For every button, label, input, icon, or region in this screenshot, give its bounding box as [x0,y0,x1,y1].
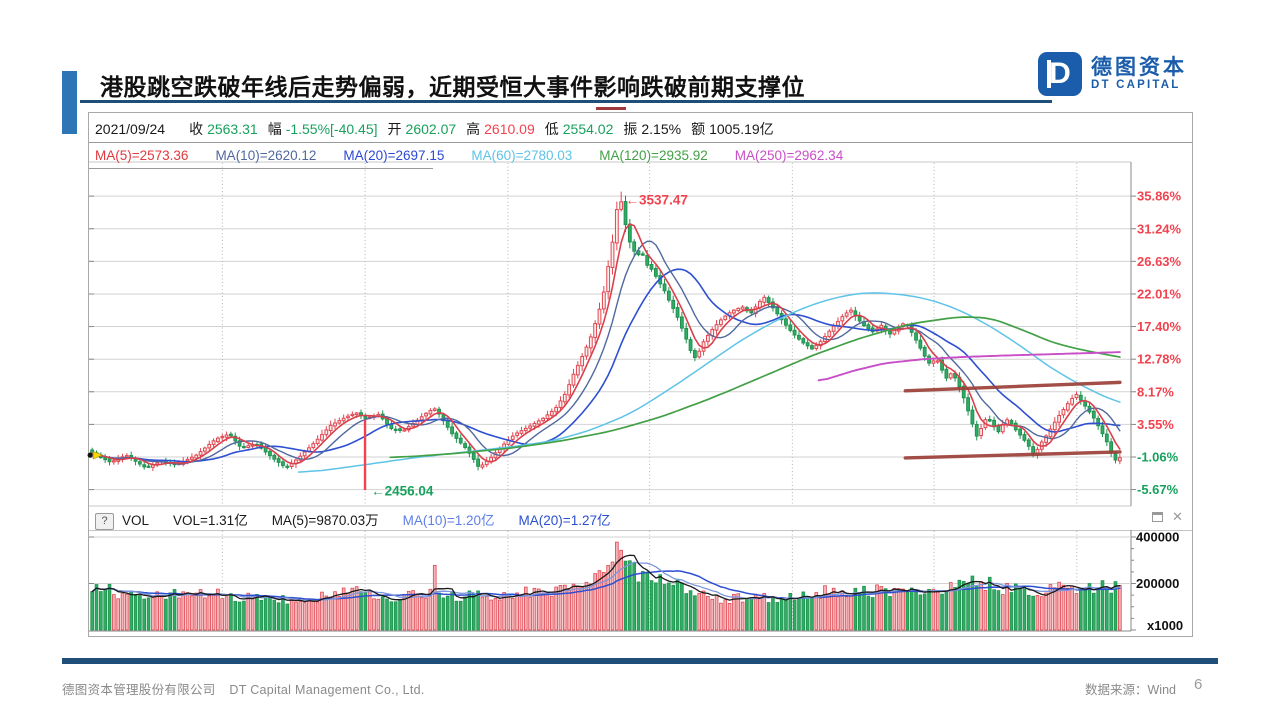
volume-legend-item-0: VOL [122,513,150,528]
ma-legend-item-2: MA(20)=2697.15 [343,148,445,163]
ma-legend-item-0: MA(5)=2573.36 [95,148,189,163]
footer-company-en: DT Capital Management Co., Ltd. [229,683,425,697]
quote-field-value-4: 2554.02 [562,121,614,137]
quote-date: 2021/09/24 [95,121,166,137]
footer-bar [62,658,1218,664]
volume-legend-item-1: VOL=1.31亿 [173,513,248,528]
logo-name-en: DT CAPITAL [1091,78,1181,91]
quote-field-value-0: 2563.31 [207,121,258,137]
page-title: 港股跳空跌破年线后走势偏弱，近期受恒大事件影响跌破前期支撑位 [100,74,805,100]
logo-text: 德图资本 DT CAPITAL [1091,55,1187,91]
window-controls: ✕ [1152,509,1183,524]
ma-legend-item-5: MA(250)=2962.34 [734,148,844,163]
title-accent-bar [62,71,77,134]
quote-field-value-6: 1005.19亿 [709,121,774,137]
ma-legend-item-1: MA(10)=2620.12 [215,148,317,163]
close-window-icon[interactable]: ✕ [1172,509,1183,524]
quote-field-value-5: 2.15% [641,121,682,137]
volume-legend-item-2: MA(5)=9870.03万 [271,513,379,528]
quote-field-label-5: 振 [623,121,638,137]
ma-legend-item-4: MA(120)=2935.92 [599,148,708,163]
title-underline [80,100,1052,103]
help-button[interactable]: ? [95,513,114,530]
page-number: 6 [1194,676,1203,693]
volume-legend-item-4: MA(20)=1.27亿 [518,513,611,528]
volume-legend: ? VOL VOL=1.31亿 MA(5)=9870.03万 MA(10)=1.20亿 M… [95,511,634,530]
quote-field-value-1: -1.55%[-40.45] [285,121,378,137]
company-logo: D 德图资本 DT CAPITAL [1038,52,1187,96]
ohlc-quote-bar: 2021/09/24 收 2563.31 幅 -1.55%[-40.45] 开 2602.0… [95,117,1188,141]
quote-field-label-1: 幅 [267,121,282,137]
quote-field-label-3: 高 [466,121,481,137]
restore-window-icon[interactable] [1152,512,1163,522]
logo-name-cn: 德图资本 [1091,55,1187,79]
red-dash-mark [596,107,626,110]
quote-field-value-2: 2602.07 [405,121,457,137]
quote-field-value-3: 2610.09 [484,121,535,137]
quote-field-label-2: 开 [387,121,402,137]
ma-separator [89,168,433,169]
volume-separator [89,530,1192,531]
quote-field-label-6: 额 [691,121,706,137]
footer-company-cn: 德图资本管理股份有限公司 [62,683,216,697]
footer-company: 德图资本管理股份有限公司 DT Capital Management Co., … [62,679,425,698]
ma-legend: MA(5)=2573.36 MA(10)=2620.12 MA(20)=2697.1… [95,145,870,167]
quote-field-label-4: 低 [544,121,559,137]
volume-legend-item-3: MA(10)=1.20亿 [402,513,495,528]
quote-separator [89,142,1192,143]
dt-logo-icon: D [1038,52,1082,96]
quote-field-label-0: 收 [189,121,204,137]
ma-legend-item-3: MA(60)=2780.03 [471,148,573,163]
data-source-label: 数据来源：Wind [1085,683,1176,697]
stock-chart-panel: 2021/09/24 收 2563.31 幅 -1.55%[-40.45] 开 2602.0… [88,112,1193,637]
